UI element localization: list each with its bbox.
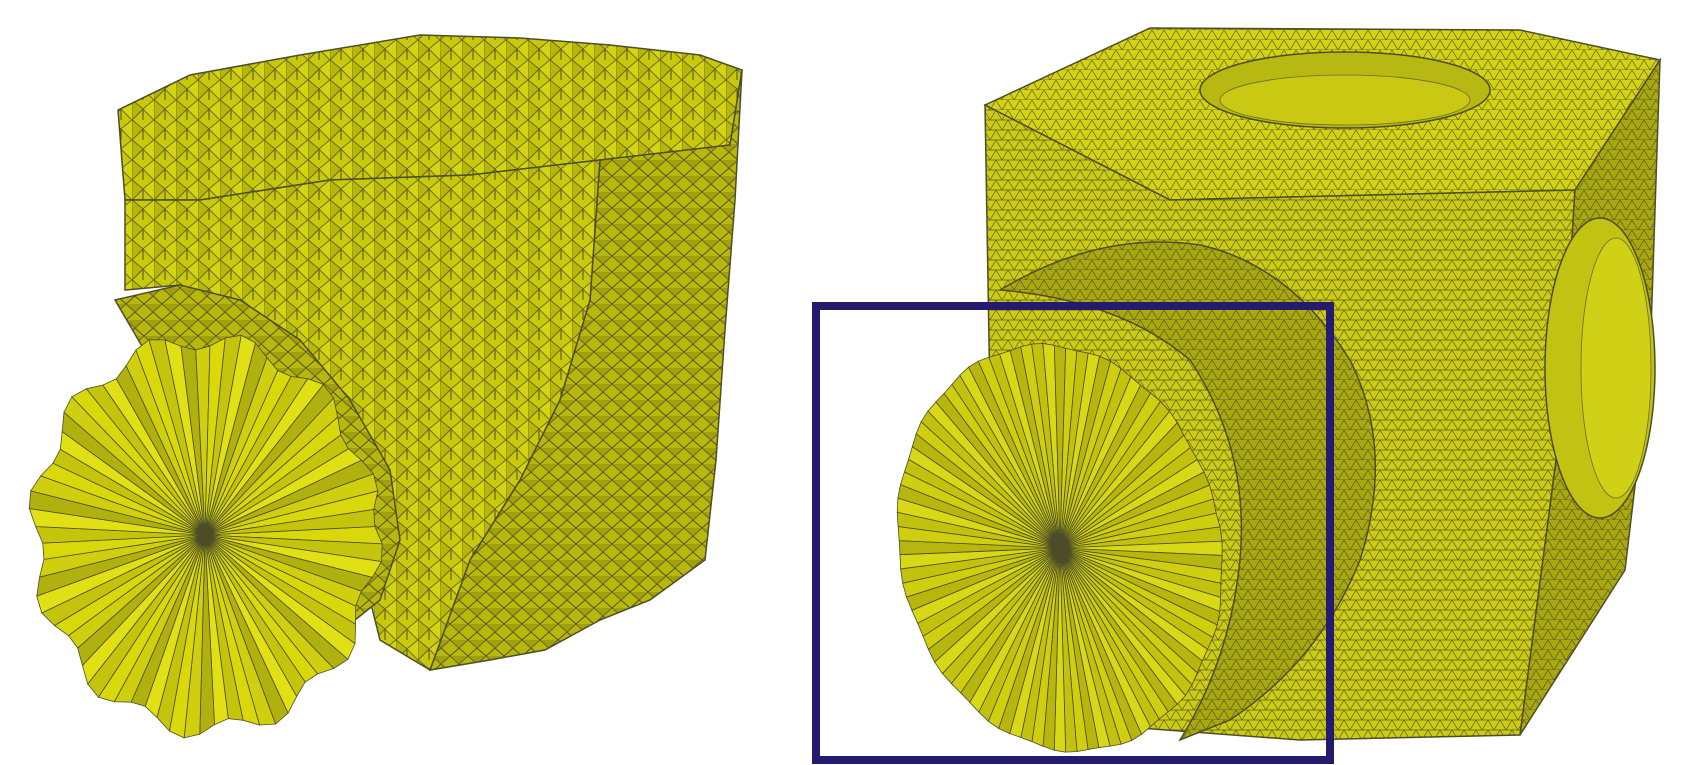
smooth-mesh-render	[812, 27, 1662, 764]
noisy-cylinder-cap	[28, 334, 383, 739]
noisy-mesh-panel	[28, 34, 743, 739]
smooth-cylinder-cap	[896, 343, 1223, 753]
fan-triangle	[1059, 498, 1217, 549]
smooth-cylinder-body	[997, 241, 1376, 742]
fan-triangle	[204, 509, 376, 536]
noisy-mesh-render	[28, 34, 743, 739]
smooth-mesh-panel	[800, 0, 1704, 765]
highlight-box	[812, 302, 1334, 764]
